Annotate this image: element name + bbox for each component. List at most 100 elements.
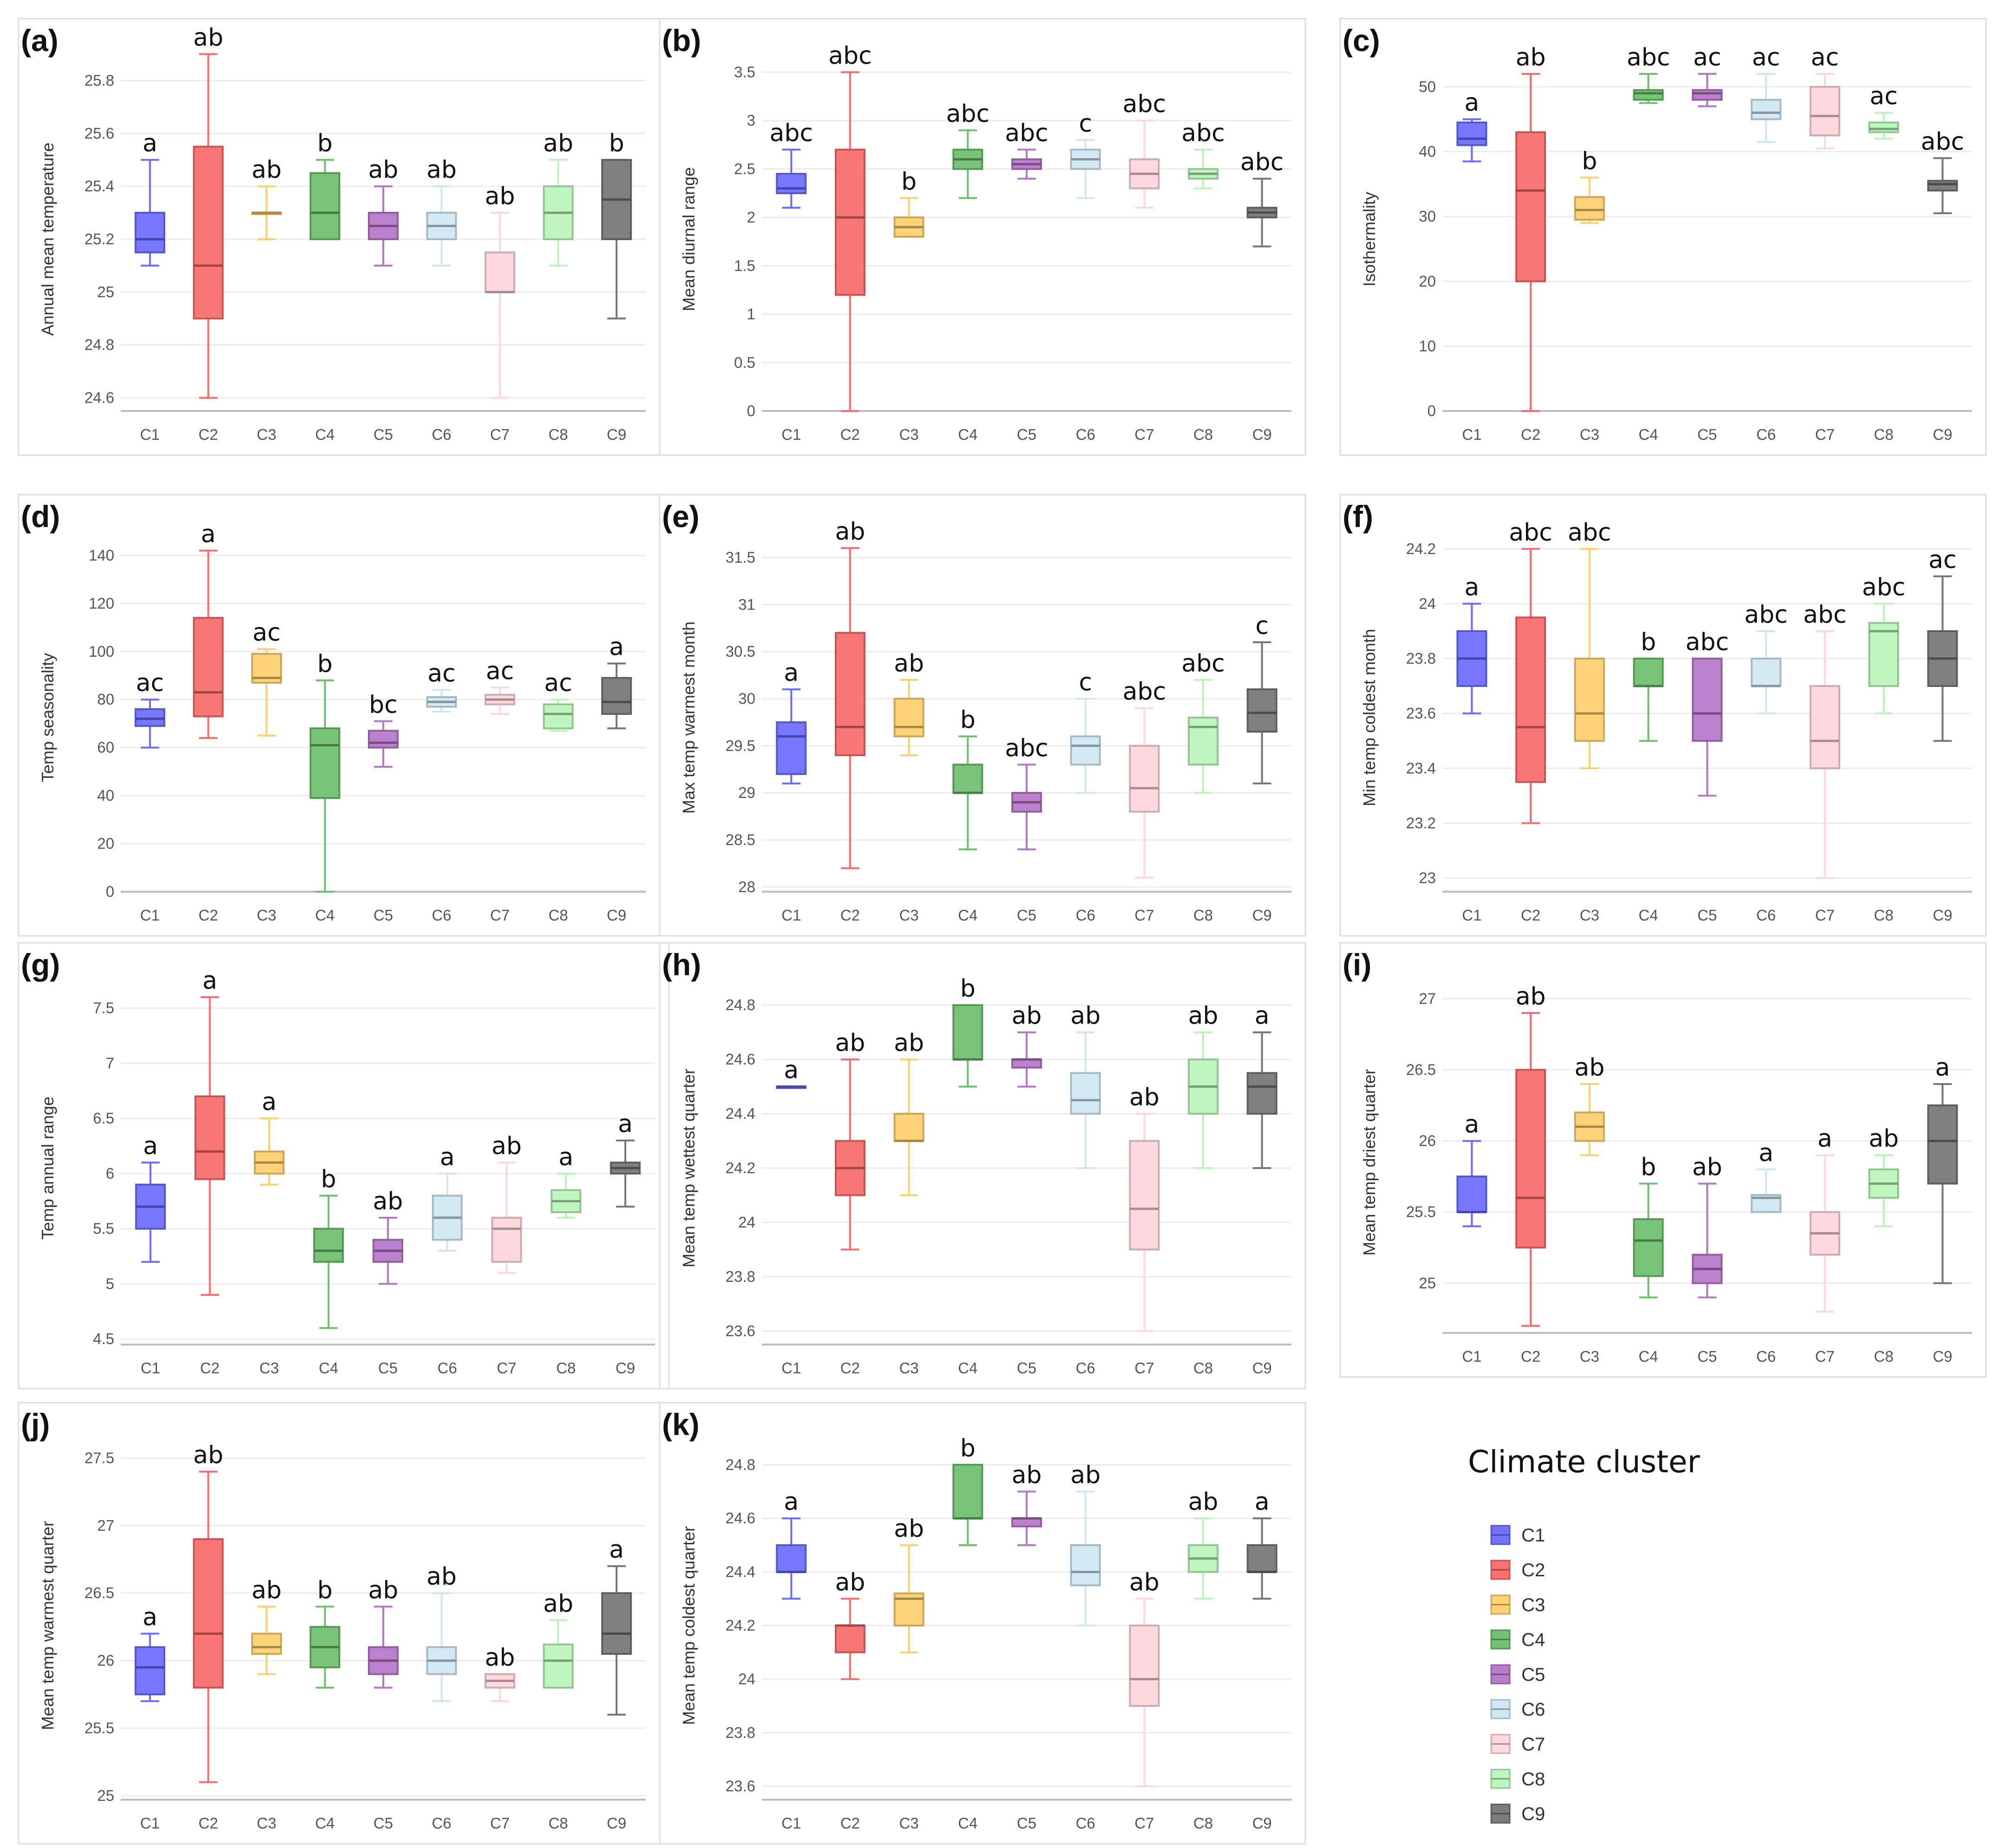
y-axis-label: Annual mean temperature [38, 143, 57, 336]
box-c4: b [1633, 628, 1664, 742]
x-tick-label: C7 [490, 907, 510, 924]
significance-letter: ac [486, 657, 514, 685]
iqr-box [1129, 1140, 1160, 1251]
significance-letter: ab [1692, 1153, 1723, 1181]
box-c6: ab [426, 1563, 457, 1702]
legend-label: C6 [1521, 1699, 1545, 1720]
significance-letter: ab [485, 183, 515, 210]
significance-letter: a [784, 659, 799, 687]
y-tick-label: 30 [738, 690, 755, 707]
significance-letter: ab [1070, 1002, 1101, 1030]
box-c1: a [1456, 1111, 1487, 1228]
y-tick-label: 100 [89, 643, 114, 660]
y-tick-label: 7.5 [93, 999, 114, 1017]
x-tick-label: C5 [1697, 1348, 1717, 1365]
iqr-box [1129, 744, 1160, 813]
box-c3: ab [893, 1029, 924, 1196]
legend-item-c7: C7 [1490, 1734, 1545, 1755]
significance-letter: a [143, 1603, 157, 1631]
legend-item-c4: C4 [1490, 1629, 1545, 1650]
x-tick-label: C6 [1076, 1359, 1095, 1377]
x-tick-label: C3 [1580, 1348, 1599, 1365]
significance-letter: abc [1005, 119, 1048, 147]
y-axis-label: Isothermality [1360, 192, 1379, 287]
y-axis-label: Mean temp warmest quarter [38, 1521, 57, 1730]
box-c1: abc [770, 119, 813, 209]
x-tick-label: C4 [958, 1359, 977, 1377]
y-tick-label: 24 [1419, 595, 1436, 612]
box-c4: b [952, 706, 983, 850]
panel-a: 24.6 24.8 25 25.2 25.4 25.6 25.8 Annual mean te… [18, 18, 661, 456]
significance-letter: c [1079, 668, 1092, 696]
box-c5: ab [1692, 1153, 1723, 1299]
significance-letter: a [262, 1088, 277, 1116]
significance-letter: ab [426, 1563, 457, 1591]
y-tick-label: 3.5 [734, 63, 755, 80]
legend-item-c5: C5 [1490, 1664, 1545, 1685]
significance-letter: abc [770, 119, 813, 147]
box-c3: ab [893, 650, 924, 757]
x-tick-label: C6 [1076, 426, 1095, 443]
panel-tag: (i) [1343, 947, 1371, 982]
panel-tag: (c) [1343, 23, 1380, 58]
box-c4: b [313, 1165, 344, 1329]
iqr-box [368, 730, 399, 749]
y-tick-label: 26.5 [85, 1584, 114, 1601]
iqr-box [1070, 1072, 1101, 1115]
legend-label: C8 [1521, 1769, 1545, 1789]
y-tick-label: 23.6 [726, 1777, 755, 1795]
significance-letter: abc [1685, 628, 1729, 656]
x-tick-label: C9 [607, 907, 626, 924]
significance-letter: ac [544, 669, 572, 697]
y-tick-label: 23 [1419, 869, 1436, 886]
iqr-box [1633, 1218, 1664, 1277]
iqr-box [193, 617, 224, 718]
x-tick-label: C7 [1134, 907, 1154, 924]
y-tick-label: 31.5 [726, 549, 755, 566]
y-tick-label: 23.8 [726, 1724, 755, 1741]
significance-letter: ab [251, 156, 282, 184]
significance-letter: a [203, 967, 217, 995]
x-tick-label: C6 [1076, 1815, 1095, 1832]
box-c5: bc [368, 691, 399, 768]
significance-letter: b [317, 1576, 333, 1604]
x-tick-label: C8 [1874, 907, 1893, 924]
x-tick-label: C6 [1756, 1348, 1776, 1365]
significance-letter: b [609, 130, 624, 157]
x-tick-label: C1 [781, 907, 801, 924]
y-tick-label: 0 [106, 883, 114, 900]
y-axis-label: Mean temp coldest quarter [679, 1526, 698, 1725]
significance-letter: a [558, 1143, 573, 1171]
significance-letter: abc [1005, 734, 1048, 762]
x-tick-label: C7 [1815, 907, 1834, 924]
significance-letter: a [618, 1110, 633, 1138]
box-c7: ac [485, 657, 516, 715]
box-c9: abc [1921, 128, 1964, 215]
significance-letter: abc [1627, 44, 1670, 72]
box-c3: b [893, 168, 924, 238]
significance-letter: ab [543, 1590, 573, 1618]
y-tick-label: 120 [89, 594, 114, 612]
box-c2: ab [1515, 44, 1546, 412]
y-tick-label: 28 [738, 878, 755, 895]
panel-tag: (h) [662, 947, 701, 982]
x-tick-label: C2 [1521, 426, 1540, 443]
significance-letter: a [143, 130, 157, 157]
iqr-box [1011, 1517, 1042, 1528]
x-tick-label: C4 [958, 426, 977, 443]
panel-tag: (b) [662, 23, 701, 58]
y-tick-label: 23.4 [1406, 759, 1436, 777]
significance-letter: a [1255, 1488, 1270, 1516]
x-tick-label: C7 [1134, 1359, 1154, 1377]
box-c9: abc [1240, 149, 1284, 248]
y-tick-label: 1 [747, 306, 755, 323]
panel-k: 23.6 23.8 24 24.2 24.4 24.6 24.8 Mean temp cold… [659, 1402, 1306, 1845]
box-c9: a [601, 633, 632, 730]
x-tick-label: C7 [497, 1359, 516, 1377]
x-tick-label: C4 [958, 907, 977, 924]
legend-label: C9 [1521, 1804, 1545, 1824]
iqr-box [485, 251, 516, 293]
y-tick-label: 5 [106, 1275, 114, 1292]
legend: Climate cluster C1 C2 C3 C4 C5 C6 C7 C8 C9 [1468, 1444, 1700, 1824]
box-c3: ac [251, 619, 282, 737]
